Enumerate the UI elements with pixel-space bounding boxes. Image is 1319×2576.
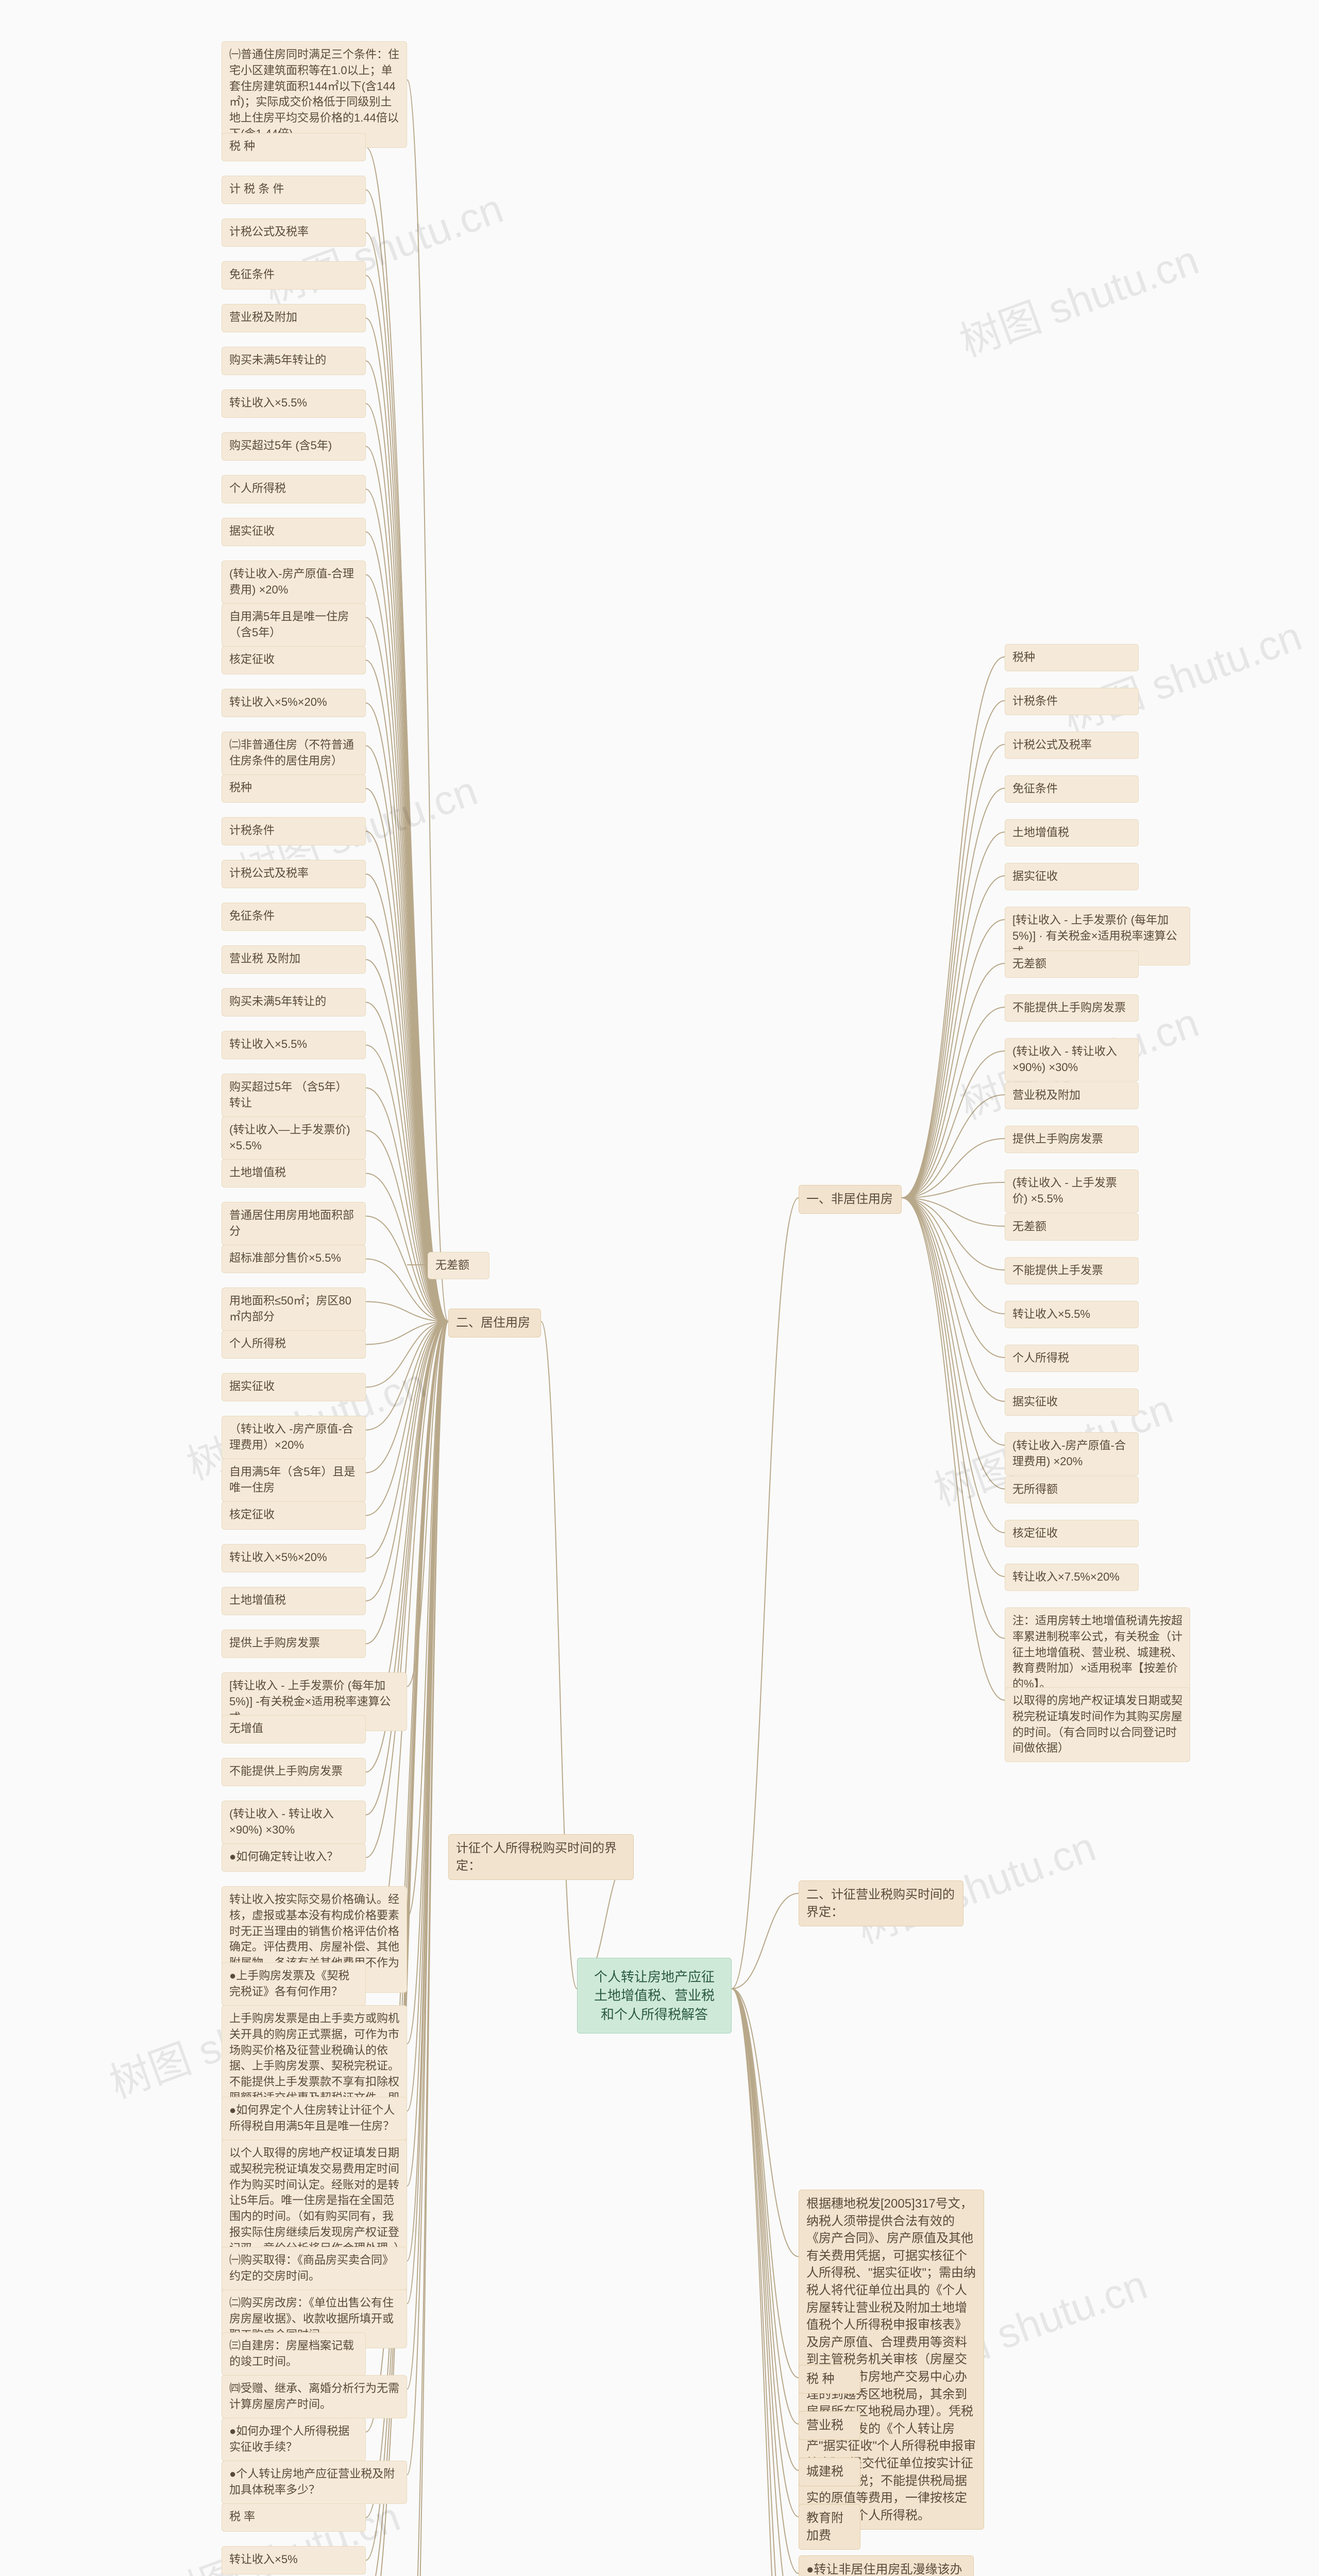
- res-left-36: 提供上手购房发票: [222, 1630, 366, 1658]
- res-left-43: ●上手购房发票及《契税完税证》各有何作用？: [222, 1962, 366, 2006]
- res-left-18: 计税公式及税率: [222, 860, 366, 888]
- nonres-child-5: 据实征收: [1005, 863, 1139, 890]
- res-left-13: 核定征收: [222, 646, 366, 674]
- res-left-28: 用地面积≤50㎡；房区80㎡内部分: [222, 1287, 366, 1331]
- nonres-child-17: 据实征收: [1005, 1388, 1139, 1416]
- res-left-10: 据实征收: [222, 518, 366, 546]
- res-left-15: ㈡非普通住房（不符普通住房条件的居住用房）: [222, 732, 366, 775]
- res-left-12: 自用满5年且是唯一住房（含5年）: [222, 603, 366, 647]
- res-left-14: 转让收入×5%×20%: [222, 689, 366, 717]
- b_rates: 税 种: [799, 2365, 860, 2394]
- res-left-3: 计税公式及税率: [222, 218, 366, 247]
- res-left-7: 转让收入×5.5%: [222, 389, 366, 418]
- root-node: 个人转让房地产应征土地增值税、营业税和个人所得税解答: [577, 1958, 732, 2033]
- nonres-child-2: 计税公式及税率: [1005, 732, 1139, 759]
- nonres-child-21: 转让收入×7.5%×20%: [1005, 1564, 1139, 1591]
- nonres-child-16: 个人所得税: [1005, 1345, 1139, 1372]
- watermark: 树图 shutu.cn: [1054, 603, 1309, 745]
- nonres-child-18: (转让收入-房产原值-合理费用) ×20%: [1005, 1432, 1139, 1476]
- watermark: 树图 shutu.cn: [951, 227, 1206, 369]
- res-left-23: 购买超过5年 （含5年）转让: [222, 1074, 366, 1117]
- res-left-29: 个人所得税: [222, 1330, 366, 1359]
- res-left-45: ●如何界定个人住房转让计征个人所得税自用满5年且是唯一住房？: [222, 2097, 407, 2140]
- res-left-47: ㈠购买取得：《商品房买卖合同》约定的交房时间。: [222, 2247, 407, 2290]
- res-left-51: ●如何办理个人所得税据实征收手续？: [222, 2418, 366, 2461]
- nonres-child-19: 无所得额: [1005, 1476, 1139, 1503]
- b_city: 城建税: [799, 2458, 860, 2486]
- res-left-34: 转让收入×5%×20%: [222, 1544, 366, 1572]
- res-left-49: ㈢自建房：房屋档案记载的竣工时间。: [222, 2332, 366, 2376]
- res-left-52: ●个人转让房地产应征营业税及附加具体税率多少？: [222, 2461, 407, 2504]
- res-left-27: 超标准部分售价×5.5%: [222, 1245, 366, 1273]
- b_res_header: 计征个人所得税购买时间的界定：: [448, 1834, 634, 1880]
- nonres-child-20: 核定征收: [1005, 1520, 1139, 1547]
- res-left-4: 免征条件: [222, 261, 366, 290]
- res-left-53: 税 率: [222, 2503, 366, 2532]
- nonres-child-0: 税种: [1005, 644, 1139, 671]
- res-left-35: 土地增值税: [222, 1587, 366, 1615]
- res-left-25: 土地增值税: [222, 1159, 366, 1188]
- res-left-31: （转让收入 -房产原值-合理费用）×20%: [222, 1416, 366, 1459]
- res-left-24: (转让收入—上手发票价) ×5.5%: [222, 1116, 366, 1160]
- res-small-right-0: 无差额: [428, 1252, 489, 1279]
- res-left-39: 不能提供上手购房发票: [222, 1758, 366, 1786]
- res-left-38: 无增值: [222, 1715, 366, 1743]
- res-left-9: 个人所得税: [222, 475, 366, 503]
- res-left-19: 免征条件: [222, 903, 366, 931]
- nonres-child-9: (转让收入 - 转让收入×90%) ×30%: [1005, 1038, 1139, 1081]
- nonres-child-4: 土地增值税: [1005, 819, 1139, 846]
- res-left-32: 自用满5年（含5年）且是唯一住房: [222, 1459, 366, 1502]
- res-left-2: 计 税 条 件: [222, 176, 366, 204]
- nonres-child-12: (转让收入 - 上手发票价) ×5.5%: [1005, 1170, 1139, 1213]
- nonres-child-13: 无差额: [1005, 1213, 1139, 1241]
- res-left-26: 普通居住用房用地面积部分: [222, 1202, 366, 1245]
- res-left-8: 购买超过5年 (含5年): [222, 432, 366, 461]
- b_calc: 二、计征营业税购买时间的界定：: [799, 1880, 963, 1926]
- nonres-child-23: 以取得的房地产权证填发日期或契税完税证填发时间作为其购买房屋的时间。（有合同时以…: [1005, 1687, 1190, 1762]
- b_nonres: 一、非居住用房: [799, 1185, 902, 1214]
- b_biz: 营业税: [799, 2411, 860, 2440]
- nonres-child-1: 计税条件: [1005, 688, 1139, 715]
- res-left-5: 营业税及附加: [222, 304, 366, 332]
- nonres-child-3: 免征条件: [1005, 775, 1139, 803]
- res-left-17: 计税条件: [222, 817, 366, 845]
- res-left-6: 购买未满5年转让的: [222, 347, 366, 375]
- res-left-20: 营业税 及附加: [222, 945, 366, 974]
- nonres-child-7: 无差额: [1005, 951, 1139, 978]
- res-left-50: ㈣受赠、继承、离婚分析行为无需计算房屋房产时间。: [222, 2375, 407, 2418]
- res-left-41: ●如何确定转让收入？: [222, 1843, 366, 1872]
- nonres-child-22: 注：适用房转土地增值税请先按超率累进制税率公式，有关税金（计征土地增值税、营业税…: [1005, 1607, 1190, 1698]
- res-left-30: 据实征收: [222, 1373, 366, 1401]
- nonres-child-15: 转让收入×5.5%: [1005, 1301, 1139, 1328]
- b_q1: ●转让非居住用房乱漫缘该办什么手续？: [799, 2555, 974, 2576]
- res-left-21: 购买未满5年转让的: [222, 988, 366, 1016]
- res-left-33: 核定征收: [222, 1501, 366, 1530]
- res-left-1: 税 种: [222, 133, 366, 161]
- b_res: 二、居住用房: [448, 1309, 541, 1337]
- res-left-0: ㈠普通住房同时满足三个条件：住宅小区建筑面积等在1.0以上；单套住房建筑面积14…: [222, 41, 407, 148]
- nonres-child-14: 不能提供上手发票: [1005, 1257, 1139, 1284]
- res-left-22: 转让收入×5.5%: [222, 1031, 366, 1059]
- res-left-11: (转让收入-房产原值-合理费用) ×20%: [222, 561, 366, 604]
- res-left-54: 转让收入×5%: [222, 2546, 366, 2574]
- nonres-child-11: 提供上手购房发票: [1005, 1126, 1139, 1153]
- nonres-child-10: 营业税及附加: [1005, 1082, 1139, 1109]
- nonres-child-8: 不能提供上手购房发票: [1005, 994, 1139, 1022]
- res-left-16: 税种: [222, 774, 366, 803]
- res-left-40: (转让收入 - 转让收入×90%) ×30%: [222, 1801, 366, 1844]
- b_edu: 教育附加费: [799, 2504, 860, 2550]
